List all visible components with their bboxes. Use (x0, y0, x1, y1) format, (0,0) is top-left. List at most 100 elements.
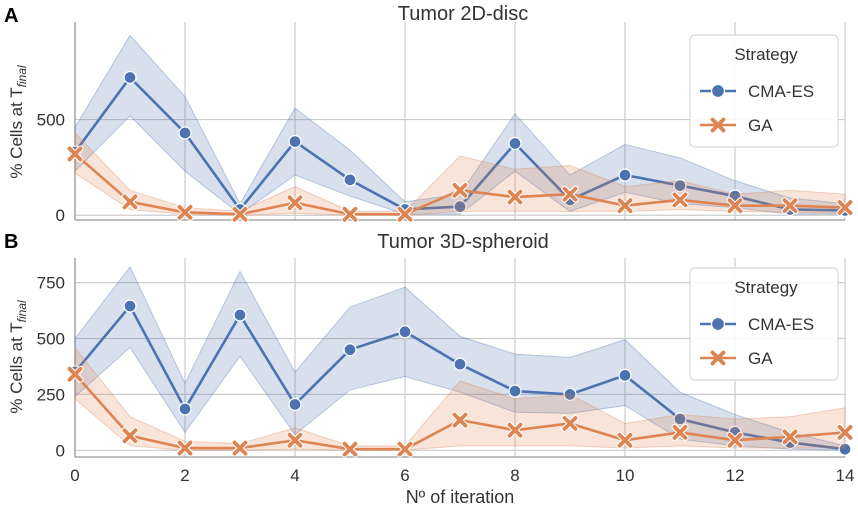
chart-title: Tumor 2D-disc (398, 3, 528, 25)
marker-x (672, 192, 688, 208)
data-point-cma-es (453, 199, 467, 214)
y-axis-label: % Cells at Tfinal (7, 300, 29, 414)
data-point-ga (616, 431, 634, 449)
data-point-cma-es (398, 325, 412, 339)
legend-marker-cma-es (710, 83, 726, 99)
marker-x (452, 412, 468, 428)
legend-entry: CMA-ES (748, 315, 814, 334)
data-point-ga (726, 197, 744, 215)
marker-x (672, 425, 688, 440)
data-point-ga (231, 205, 249, 223)
data-point-cma-es (123, 299, 137, 313)
marker-x (507, 189, 523, 205)
panel-a: 0 500 Tumor 2D-disc A % Cells at Tfinal Strat… (4, 3, 854, 225)
y-axis-label-main: % Cells at T (7, 322, 26, 413)
marker-x (562, 186, 578, 202)
marker-x (232, 440, 248, 456)
marker-x (342, 441, 358, 457)
data-point-ga (506, 188, 524, 206)
data-point-ga (396, 205, 414, 223)
x-tick-label: 8 (510, 466, 519, 485)
data-point-cma-es (838, 442, 852, 456)
marker-x (562, 416, 578, 431)
y-tick-label: 0 (56, 206, 65, 225)
marker-x (232, 206, 248, 222)
legend-entry: CMA-ES (748, 82, 814, 101)
data-point-ga (836, 423, 854, 441)
data-point-ga (176, 203, 194, 221)
x-tick-label: 6 (400, 466, 409, 485)
legend-box (689, 267, 839, 381)
data-point-cma-es (288, 134, 302, 149)
data-point-ga (781, 428, 799, 446)
data-point-ga (671, 423, 689, 441)
marker-x (287, 432, 303, 448)
data-point-cma-es (673, 178, 687, 193)
data-point-ga (286, 431, 304, 449)
data-point-ga (451, 411, 469, 429)
legend-marker-ga (710, 117, 726, 133)
x-axis-label: Nº of iteration (406, 487, 515, 507)
marker-x (122, 428, 138, 444)
data-point-cma-es (233, 308, 247, 322)
marker-x (177, 440, 193, 456)
marker-x (617, 198, 633, 214)
data-point-cma-es (563, 387, 577, 402)
data-point-ga (121, 427, 139, 445)
legend-marker-cma-es (710, 316, 726, 332)
y-axis-label-sub: final (15, 65, 29, 87)
data-point-cma-es (618, 168, 632, 182)
data-point-ga (121, 193, 139, 211)
marker-x (287, 195, 303, 211)
x-tick-label: 2 (180, 466, 189, 485)
legend-title: Strategy (734, 278, 798, 297)
data-point-ga (726, 431, 744, 449)
marker-x (67, 366, 83, 382)
x-tick-label: 12 (726, 466, 745, 485)
marker-x (397, 206, 413, 222)
x-tick-label: 4 (290, 466, 299, 485)
x-tick-label: 14 (836, 466, 855, 485)
legend-entry: GA (748, 116, 773, 135)
data-point-cma-es (343, 173, 357, 187)
y-tick-label: 750 (37, 274, 65, 293)
data-point-ga (836, 199, 854, 217)
panel-label: A (4, 5, 18, 27)
data-point-ga (231, 439, 249, 457)
marker-x (782, 429, 798, 445)
marker-x (122, 194, 138, 210)
data-point-ga (66, 145, 84, 163)
marker-x (782, 198, 798, 214)
data-point-ga (451, 181, 469, 199)
marker-x (617, 432, 633, 448)
x-tick-label: 0 (70, 466, 79, 485)
legend-marker-ga (710, 350, 726, 366)
marker-x (452, 182, 468, 198)
marker-x (67, 146, 83, 162)
x-tick-label: 10 (616, 466, 635, 485)
legend-title: Strategy (734, 45, 798, 64)
y-tick-label: 0 (56, 441, 65, 460)
legend-box (689, 34, 839, 148)
y-tick-label: 500 (37, 111, 65, 130)
y-axis-label-main: % Cells at T (7, 87, 26, 178)
marker-x (837, 200, 853, 215)
data-point-cma-es (453, 357, 467, 371)
data-point-ga (286, 194, 304, 212)
marker-x (507, 422, 523, 438)
legend: Strategy CMA-ES GA (689, 267, 839, 381)
data-point-ga (561, 414, 579, 432)
y-axis-label-sub: final (15, 300, 29, 322)
y-tick-label: 250 (37, 385, 65, 404)
data-point-cma-es (288, 397, 302, 412)
marker-x (837, 425, 853, 440)
y-tick-label: 500 (37, 329, 65, 348)
data-point-ga (671, 191, 689, 209)
data-point-ga (396, 440, 414, 458)
data-point-cma-es (343, 343, 357, 357)
chart-title: Tumor 3D-spheroid (377, 231, 549, 253)
data-point-cma-es (178, 402, 192, 416)
data-point-ga (561, 185, 579, 203)
data-point-ga (341, 440, 359, 458)
